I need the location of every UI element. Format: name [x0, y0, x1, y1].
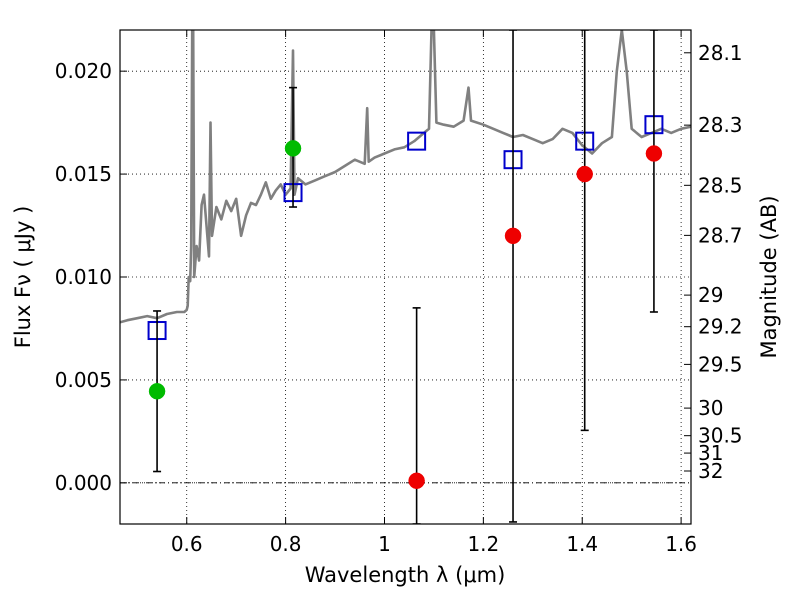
x-tick-label: 1 [378, 532, 391, 556]
magnitude-tick-label: 29 [698, 283, 723, 307]
non-detection-point [645, 145, 663, 162]
magnitude-tick-label: 30 [698, 396, 723, 420]
x-tick-label: 0.6 [171, 532, 203, 556]
y-tick-label: 0.015 [55, 162, 112, 186]
data-layer [120, 30, 691, 524]
y-axis-title: Flux Fν ( μJy ) [11, 206, 35, 349]
non-detection-point [408, 472, 425, 490]
magnitude-tick-label: 29.5 [698, 352, 743, 376]
x-tick-label: 1.6 [665, 532, 697, 556]
detection-point [148, 382, 166, 400]
x-axis-title: Wavelength λ (μm) [305, 563, 506, 587]
magnitude-tick-label: 28.7 [698, 223, 743, 247]
magnitude-tick-label: 28.1 [698, 41, 743, 65]
y-tick-label: 0.010 [55, 265, 112, 289]
non-detection-point [504, 227, 522, 245]
x-tick-label: 1.2 [467, 532, 499, 556]
detection-point [284, 140, 302, 157]
plot-area [120, 30, 691, 524]
spectrum-line [120, 30, 691, 324]
x-tick-label: 1.4 [566, 532, 598, 556]
axis-ticks: 0.6 0.8 1 1.2 1.4 1.6 0.000 0.005 0.010 0.015 0.02… [55, 30, 743, 556]
y-tick-label: 0.020 [55, 59, 112, 83]
magnitude-tick-label: 32 [698, 459, 723, 483]
magnitude-tick-label: 31 [698, 441, 723, 465]
y-tick-label: 0.005 [55, 368, 112, 392]
magnitude-tick-label: 30.5 [698, 424, 743, 448]
x-tick-label: 0.8 [270, 532, 302, 556]
model-band-square [407, 131, 427, 151]
y-tick-label: 0.000 [55, 471, 112, 495]
magnitude-axis-title: Magnitude (AB) [757, 195, 781, 358]
magnitude-tick-label: 28.3 [698, 113, 743, 137]
non-detection-point [576, 165, 593, 183]
magnitude-tick-label: 28.5 [698, 173, 743, 197]
magnitude-tick-label: 29.2 [698, 315, 743, 339]
